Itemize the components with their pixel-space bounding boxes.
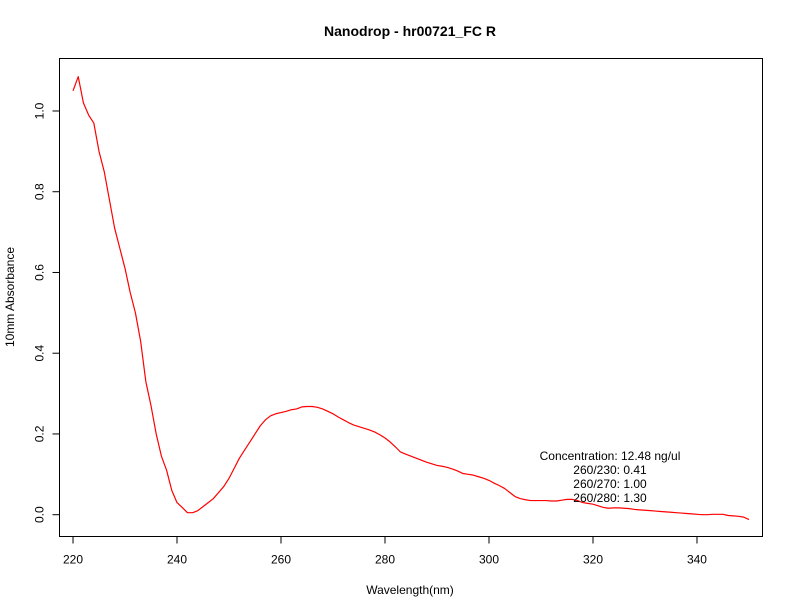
y-axis-label: 10mm Absorbance bbox=[3, 247, 17, 347]
x-tick-label: 280 bbox=[375, 553, 395, 567]
x-axis-label: Wavelength(nm) bbox=[366, 583, 454, 597]
x-tick-label: 260 bbox=[271, 553, 291, 567]
y-tick-label: 0.8 bbox=[33, 183, 47, 200]
y-tick-label: 0.4 bbox=[33, 345, 47, 362]
x-tick-label: 240 bbox=[167, 553, 187, 567]
annotation-text: 260/230: 0.41 bbox=[573, 463, 647, 477]
annotation-text: Concentration: 12.48 ng/ul bbox=[540, 449, 681, 463]
y-axis: 0.0 0.2 0.4 0.6 0.8 1.0 bbox=[33, 102, 60, 523]
y-tick-label: 1.0 bbox=[33, 102, 47, 119]
y-tick-label: 0.6 bbox=[33, 264, 47, 281]
annotation-text: 260/280: 1.30 bbox=[573, 491, 647, 505]
annotation-text: 260/270: 1.00 bbox=[573, 477, 647, 491]
chart-title: Nanodrop - hr00721_FC R bbox=[324, 23, 496, 39]
x-tick-label: 300 bbox=[479, 553, 499, 567]
y-tick-label: 0.2 bbox=[33, 425, 47, 442]
x-tick-label: 220 bbox=[63, 553, 83, 567]
x-tick-label: 320 bbox=[583, 553, 603, 567]
series-layer bbox=[72, 76, 750, 521]
absorbance-series-line bbox=[72, 76, 750, 521]
x-tick-label: 340 bbox=[687, 553, 707, 567]
x-axis: 220 240 260 280 300 320 340 bbox=[63, 536, 707, 567]
y-tick-label: 0.0 bbox=[33, 506, 47, 523]
